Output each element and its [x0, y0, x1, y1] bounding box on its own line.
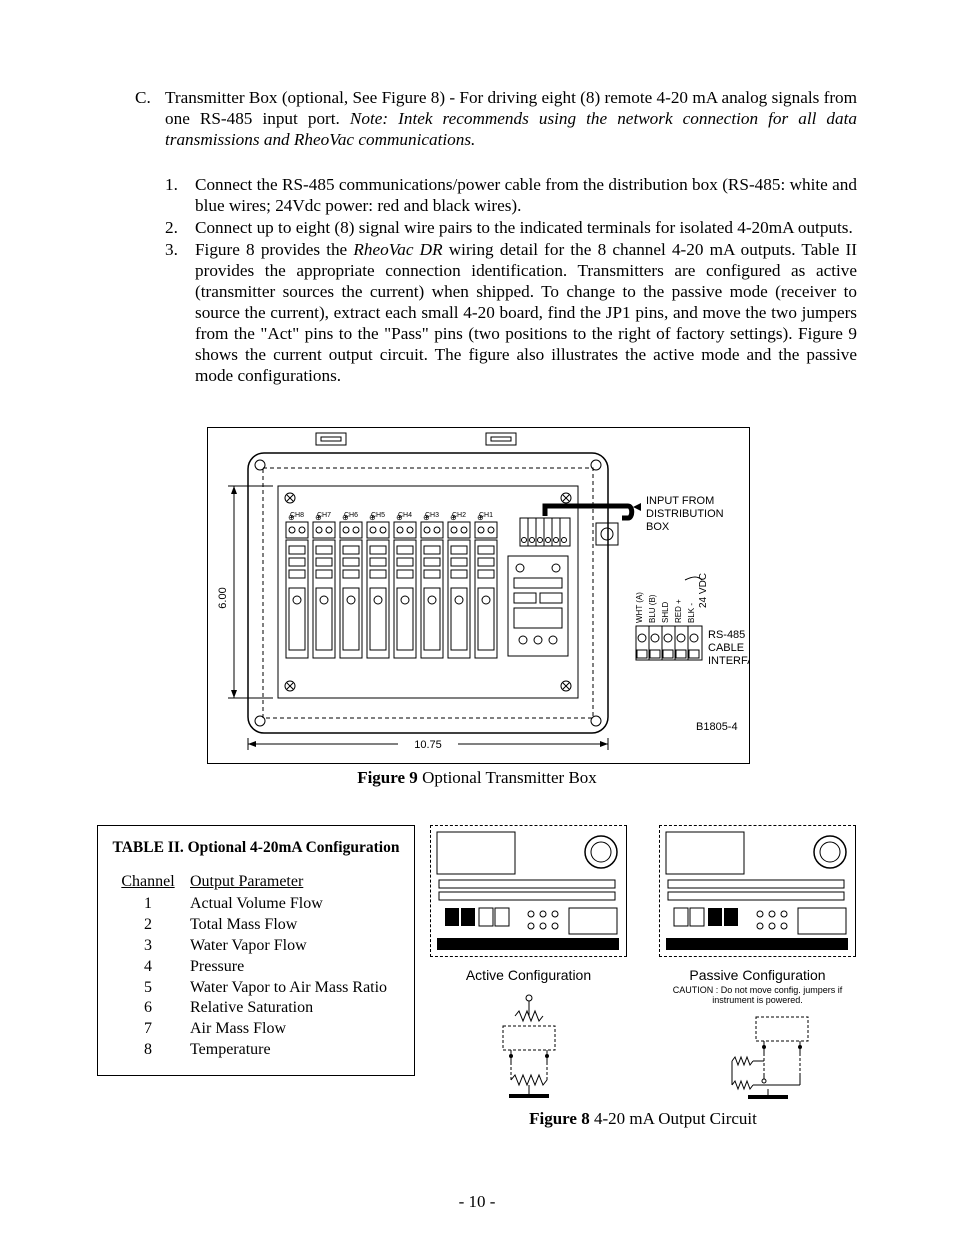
- table-row: 6: [106, 998, 190, 1019]
- table-row: 8: [106, 1040, 190, 1061]
- table-row: 7: [106, 1019, 190, 1040]
- table-row: 4: [106, 957, 190, 978]
- figure-8: Active Configuration: [429, 825, 857, 1131]
- figure-8-passive-pcb: [659, 825, 856, 957]
- step-3-pre: Figure 8 provides the: [195, 240, 353, 259]
- table-row: Actual Volume Flow: [190, 894, 406, 915]
- svg-text:BLU (B): BLU (B): [648, 594, 657, 623]
- svg-text:SHLD: SHLD: [661, 601, 670, 623]
- figure-8-caution: CAUTION : Do not move config. jumpers if…: [658, 986, 857, 1006]
- svg-text:CABLE: CABLE: [708, 642, 744, 654]
- step-2: 2.Connect up to eight (8) signal wire pa…: [195, 218, 857, 239]
- svg-text:CH7: CH7: [316, 512, 330, 519]
- section-c-label: C.: [135, 88, 165, 109]
- svg-text:CH1: CH1: [478, 512, 492, 519]
- table-row: Water Vapor Flow: [190, 936, 406, 957]
- table-row: Pressure: [190, 957, 406, 978]
- figure-8-caption: Figure 8 4-20 mA Output Circuit: [429, 1109, 857, 1130]
- table-row: 5: [106, 978, 190, 999]
- svg-text:CH6: CH6: [343, 512, 357, 519]
- figure-8-passive-circuit: [698, 1011, 818, 1103]
- figure-8-active-label: Active Configuration: [466, 967, 591, 984]
- table-ii-title: TABLE II. Optional 4-20mA Configuration: [106, 838, 406, 858]
- numbered-steps: 1.Connect the RS-485 communications/powe…: [195, 175, 857, 387]
- table-row: Relative Saturation: [190, 998, 406, 1019]
- table-ii-hdr-channel: Channel: [106, 872, 190, 893]
- table-row: Total Mass Flow: [190, 915, 406, 936]
- svg-text:DISTRIBUTION: DISTRIBUTION: [646, 508, 724, 520]
- figure-8-passive-panel: Passive Configuration CAUTION : Do not m…: [658, 825, 857, 1104]
- figure-8-active-panel: Active Configuration: [429, 825, 628, 1104]
- step-3: 3.Figure 8 provides the RheoVac DR wirin…: [195, 240, 857, 387]
- figure-8-caption-bold: Figure 8: [529, 1109, 590, 1128]
- step-2-text: Connect up to eight (8) signal wire pair…: [195, 218, 853, 237]
- svg-text:INPUT FROM: INPUT FROM: [646, 495, 714, 507]
- step-3-post: wiring detail for the 8 channel 4-20 mA …: [195, 240, 857, 385]
- svg-text:CH2: CH2: [451, 512, 465, 519]
- svg-text:CH4: CH4: [397, 512, 411, 519]
- figure-9-caption: Figure 9 Optional Transmitter Box: [207, 768, 748, 789]
- figure-9-diagram: 6.00 10.75 ⊕CH8⊕CH7⊕CH6⊕CH5⊕CH4⊕CH3⊕CH2⊕…: [207, 427, 750, 764]
- svg-text:6.00: 6.00: [217, 587, 229, 608]
- svg-text:RED +: RED +: [674, 599, 683, 623]
- figure-9-caption-rest: Optional Transmitter Box: [418, 768, 597, 787]
- svg-text:INTERFACE: INTERFACE: [708, 655, 749, 667]
- svg-text:RS-485: RS-485: [708, 629, 745, 641]
- figure-8-caption-rest: 4-20 mA Output Circuit: [590, 1109, 757, 1128]
- svg-text:CH3: CH3: [424, 512, 438, 519]
- svg-text:WHT (A): WHT (A): [635, 592, 644, 623]
- svg-text:CH5: CH5: [370, 512, 384, 519]
- step-1: 1.Connect the RS-485 communications/powe…: [195, 175, 857, 217]
- svg-text:B1805-4: B1805-4: [696, 721, 738, 733]
- page-number: - 10 -: [0, 1192, 954, 1213]
- step-3-num: 3.: [165, 240, 195, 261]
- figure-8-active-circuit: [469, 990, 589, 1100]
- step-1-text: Connect the RS-485 communications/power …: [195, 175, 857, 215]
- figure-8-passive-label: Passive Configuration: [689, 967, 825, 984]
- table-row: 3: [106, 936, 190, 957]
- table-row: Temperature: [190, 1040, 406, 1061]
- step-3-italic: RheoVac DR: [353, 240, 442, 259]
- svg-text:CH8: CH8: [289, 512, 303, 519]
- figure-8-active-pcb: [430, 825, 627, 957]
- section-c-paragraph: C.Transmitter Box (optional, See Figure …: [165, 88, 857, 151]
- figure-9: 6.00 10.75 ⊕CH8⊕CH7⊕CH6⊕CH5⊕CH4⊕CH3⊕CH2⊕…: [207, 427, 748, 789]
- table-row: Water Vapor to Air Mass Ratio: [190, 978, 406, 999]
- table-ii: TABLE II. Optional 4-20mA Configuration …: [97, 825, 415, 1076]
- svg-text:10.75: 10.75: [414, 739, 442, 751]
- step-1-num: 1.: [165, 175, 195, 196]
- table-row: Air Mass Flow: [190, 1019, 406, 1040]
- table-row: 1: [106, 894, 190, 915]
- figure-9-caption-bold: Figure 9: [357, 768, 418, 787]
- table-ii-hdr-output: Output Parameter: [190, 872, 406, 893]
- svg-text:BLK -: BLK -: [687, 602, 696, 622]
- table-row: 2: [106, 915, 190, 936]
- svg-text:BOX: BOX: [646, 521, 670, 533]
- step-2-num: 2.: [165, 218, 195, 239]
